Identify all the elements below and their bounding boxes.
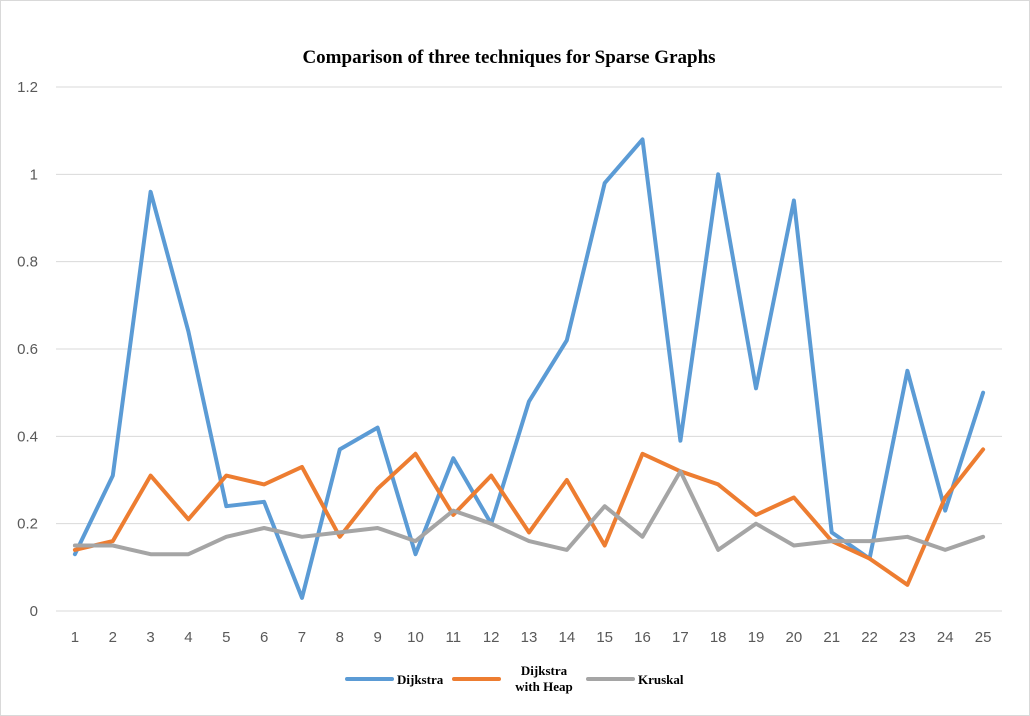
y-tick-label: 1.2: [17, 79, 38, 96]
y-tick-label: 0.6: [17, 341, 38, 358]
x-tick-label: 14: [558, 629, 575, 646]
x-tick-label: 3: [146, 629, 154, 646]
x-tick-label: 17: [672, 629, 689, 646]
x-tick-label: 4: [184, 629, 192, 646]
x-tick-label: 1: [71, 629, 79, 646]
x-tick-label: 24: [937, 629, 954, 646]
x-axis-ticks: 1 2 3 4 5 6 7 8 9 10 11 12 13 14 15 16 17 18 19 20 21 22 23 24 2…: [71, 629, 992, 646]
series-line-dijkstra-with-heap: [72, 447, 986, 587]
x-tick-label: 22: [861, 629, 878, 646]
x-tick-label: 7: [298, 629, 306, 646]
x-tick-label: 5: [222, 629, 230, 646]
legend-label: Dijkstra with Heap: [515, 663, 572, 694]
y-tick-label: 0.8: [17, 254, 38, 271]
x-tick-label: 18: [710, 629, 727, 646]
series-lines: [72, 137, 986, 600]
x-tick-label: 20: [786, 629, 803, 646]
series-line-kruskal: [72, 469, 986, 557]
x-tick-label: 10: [407, 629, 424, 646]
x-tick-label: 2: [109, 629, 117, 646]
x-tick-label: 13: [521, 629, 538, 646]
x-tick-label: 15: [596, 629, 613, 646]
x-tick-label: 6: [260, 629, 268, 646]
x-tick-label: 12: [483, 629, 500, 646]
gridlines: [56, 86, 1002, 612]
y-tick-label: 1: [30, 166, 38, 183]
x-tick-label: 9: [373, 629, 381, 646]
x-tick-label: 19: [748, 629, 765, 646]
series-line-dijkstra: [72, 137, 986, 600]
x-tick-label: 16: [634, 629, 651, 646]
legend-label: Dijkstra: [397, 672, 444, 687]
x-tick-label: 23: [899, 629, 916, 646]
x-tick-label: 21: [823, 629, 840, 646]
x-tick-label: 25: [975, 629, 992, 646]
x-tick-label: 11: [446, 629, 462, 646]
y-tick-label: 0.4: [17, 428, 38, 445]
y-axis-ticks: 0 0.2 0.4 0.6 0.8 1 1.2: [17, 79, 38, 620]
chart-title: Comparison of three techniques for Spars…: [302, 47, 715, 68]
y-tick-label: 0.2: [17, 516, 38, 533]
legend: Dijkstra Dijkstra with Heap Kruskal: [345, 663, 684, 694]
x-tick-label: 8: [336, 629, 344, 646]
legend-label: Kruskal: [638, 672, 684, 687]
y-tick-label: 0: [30, 603, 38, 620]
